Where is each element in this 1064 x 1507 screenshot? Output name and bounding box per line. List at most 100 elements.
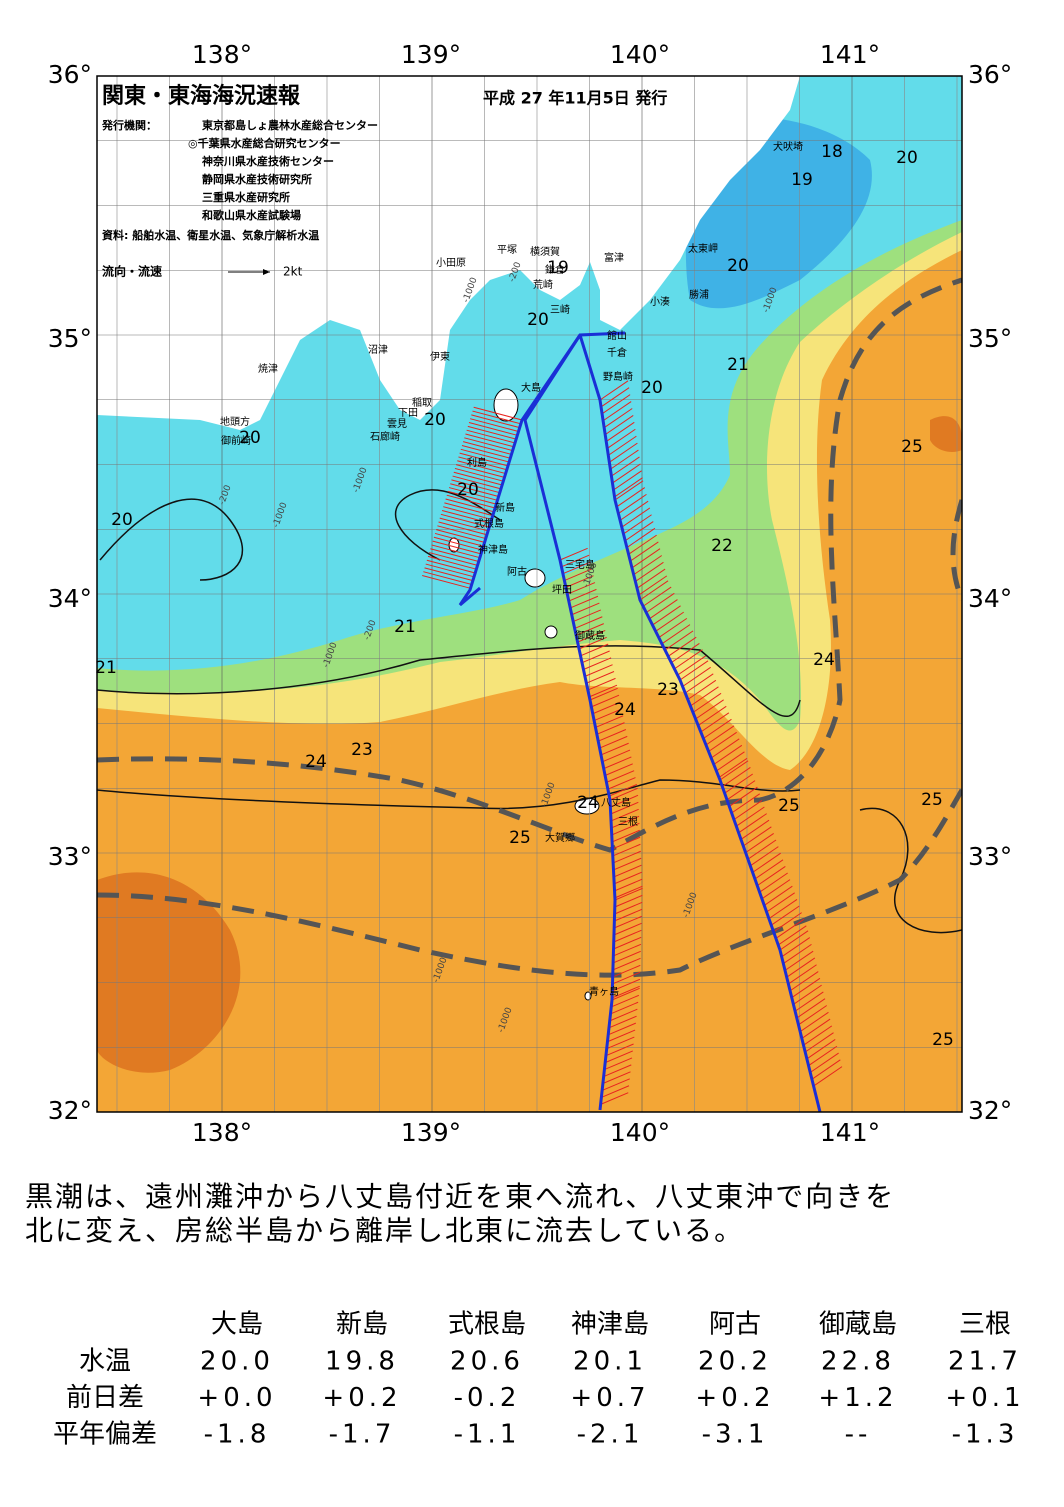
vector [722, 766, 751, 788]
vector [465, 433, 514, 448]
vector [438, 521, 488, 536]
vector [810, 1052, 839, 1073]
vector [611, 987, 640, 1001]
vector [789, 971, 819, 992]
vector [472, 410, 521, 425]
vector [793, 984, 822, 1005]
vector [564, 568, 593, 581]
row-header: 平年偏差 [53, 1420, 157, 1450]
vector [614, 908, 643, 922]
vector [589, 684, 618, 698]
vector [441, 510, 491, 524]
column-header: 新島 [336, 1310, 388, 1340]
vector [710, 738, 740, 759]
cell: -1.7 [329, 1420, 396, 1450]
vector [580, 643, 609, 657]
vector [743, 826, 772, 847]
place-name: 石廊崎 [370, 430, 400, 443]
place-name: 横須賀 [530, 245, 560, 258]
vector [612, 836, 641, 850]
place-name: 新島 [495, 501, 515, 514]
vector [574, 616, 603, 629]
vector [470, 418, 519, 432]
contour-label: 20 [424, 410, 446, 430]
vector [598, 729, 627, 742]
vector [602, 401, 632, 422]
summary-line: 北に変え、房総半島から離岸し北東に流去している。 [25, 1214, 744, 1247]
vector [761, 879, 791, 900]
vector [614, 885, 643, 899]
vector [604, 415, 634, 436]
vector [671, 642, 700, 664]
lat-label: 35° [48, 324, 92, 353]
vector [655, 611, 684, 632]
vector [773, 912, 802, 933]
vector [613, 857, 642, 871]
vector [427, 555, 477, 570]
contour-label: 19 [791, 170, 813, 190]
vector [752, 852, 781, 873]
vector [724, 773, 754, 794]
vector [570, 595, 599, 609]
vector [578, 636, 607, 650]
place-name: 館山 [607, 329, 627, 342]
vector [618, 493, 647, 514]
vector [608, 1015, 637, 1029]
contour-label: 21 [95, 658, 117, 678]
vector [631, 548, 661, 569]
issuer: 神奈川県水産技術センター [202, 154, 334, 168]
island [544, 625, 558, 639]
vector [642, 586, 672, 607]
vector [460, 448, 510, 463]
land [97, 76, 800, 430]
vector [457, 460, 506, 475]
place-name: 御蔵島 [575, 629, 605, 642]
contour-label: 25 [901, 437, 923, 457]
vector [575, 623, 604, 636]
vector [447, 490, 497, 505]
issuer: ◎千葉県水産総合研究センター [188, 136, 341, 150]
place-name: 阿古 [507, 565, 527, 578]
issuer: 静岡県水産技術研究所 [202, 172, 312, 186]
vector [603, 756, 632, 770]
cell: -1.3 [952, 1420, 1019, 1450]
vector [759, 872, 788, 893]
place-name: 犬吠埼 [773, 140, 803, 153]
vector [770, 905, 800, 926]
vector [682, 666, 711, 687]
vector [636, 568, 666, 589]
vector [600, 1092, 629, 1105]
vector [609, 783, 638, 797]
cell: +0.1 [945, 1383, 1024, 1413]
vector [436, 529, 485, 543]
cell: -1.1 [454, 1420, 521, 1450]
vector [740, 819, 770, 840]
vector [445, 498, 495, 513]
lon-label: 140° [610, 40, 670, 69]
vector [614, 480, 644, 501]
vector [805, 1032, 834, 1053]
vector [587, 677, 616, 691]
vector [429, 552, 478, 566]
source: 資料: 船舶水温、衛星水温、気象庁解析水温 [102, 228, 319, 242]
place-name: 小田原 [436, 257, 466, 269]
vector [664, 630, 694, 651]
vector [596, 722, 625, 735]
vector [611, 994, 640, 1008]
contour-label: 24 [813, 650, 835, 670]
vector [649, 599, 678, 620]
place-name: 伊東 [430, 350, 450, 363]
vector [796, 998, 826, 1019]
vector [577, 629, 606, 643]
vector [652, 605, 681, 626]
cell: -1.8 [204, 1420, 271, 1450]
vector [687, 679, 717, 700]
cell: +0.2 [322, 1383, 401, 1413]
vector [750, 846, 779, 867]
vector [612, 964, 641, 978]
column-header: 神津島 [571, 1310, 649, 1340]
place-name: 青ヶ島 [589, 985, 619, 998]
vector [608, 435, 637, 456]
vector [798, 1005, 828, 1026]
vector [667, 636, 697, 657]
